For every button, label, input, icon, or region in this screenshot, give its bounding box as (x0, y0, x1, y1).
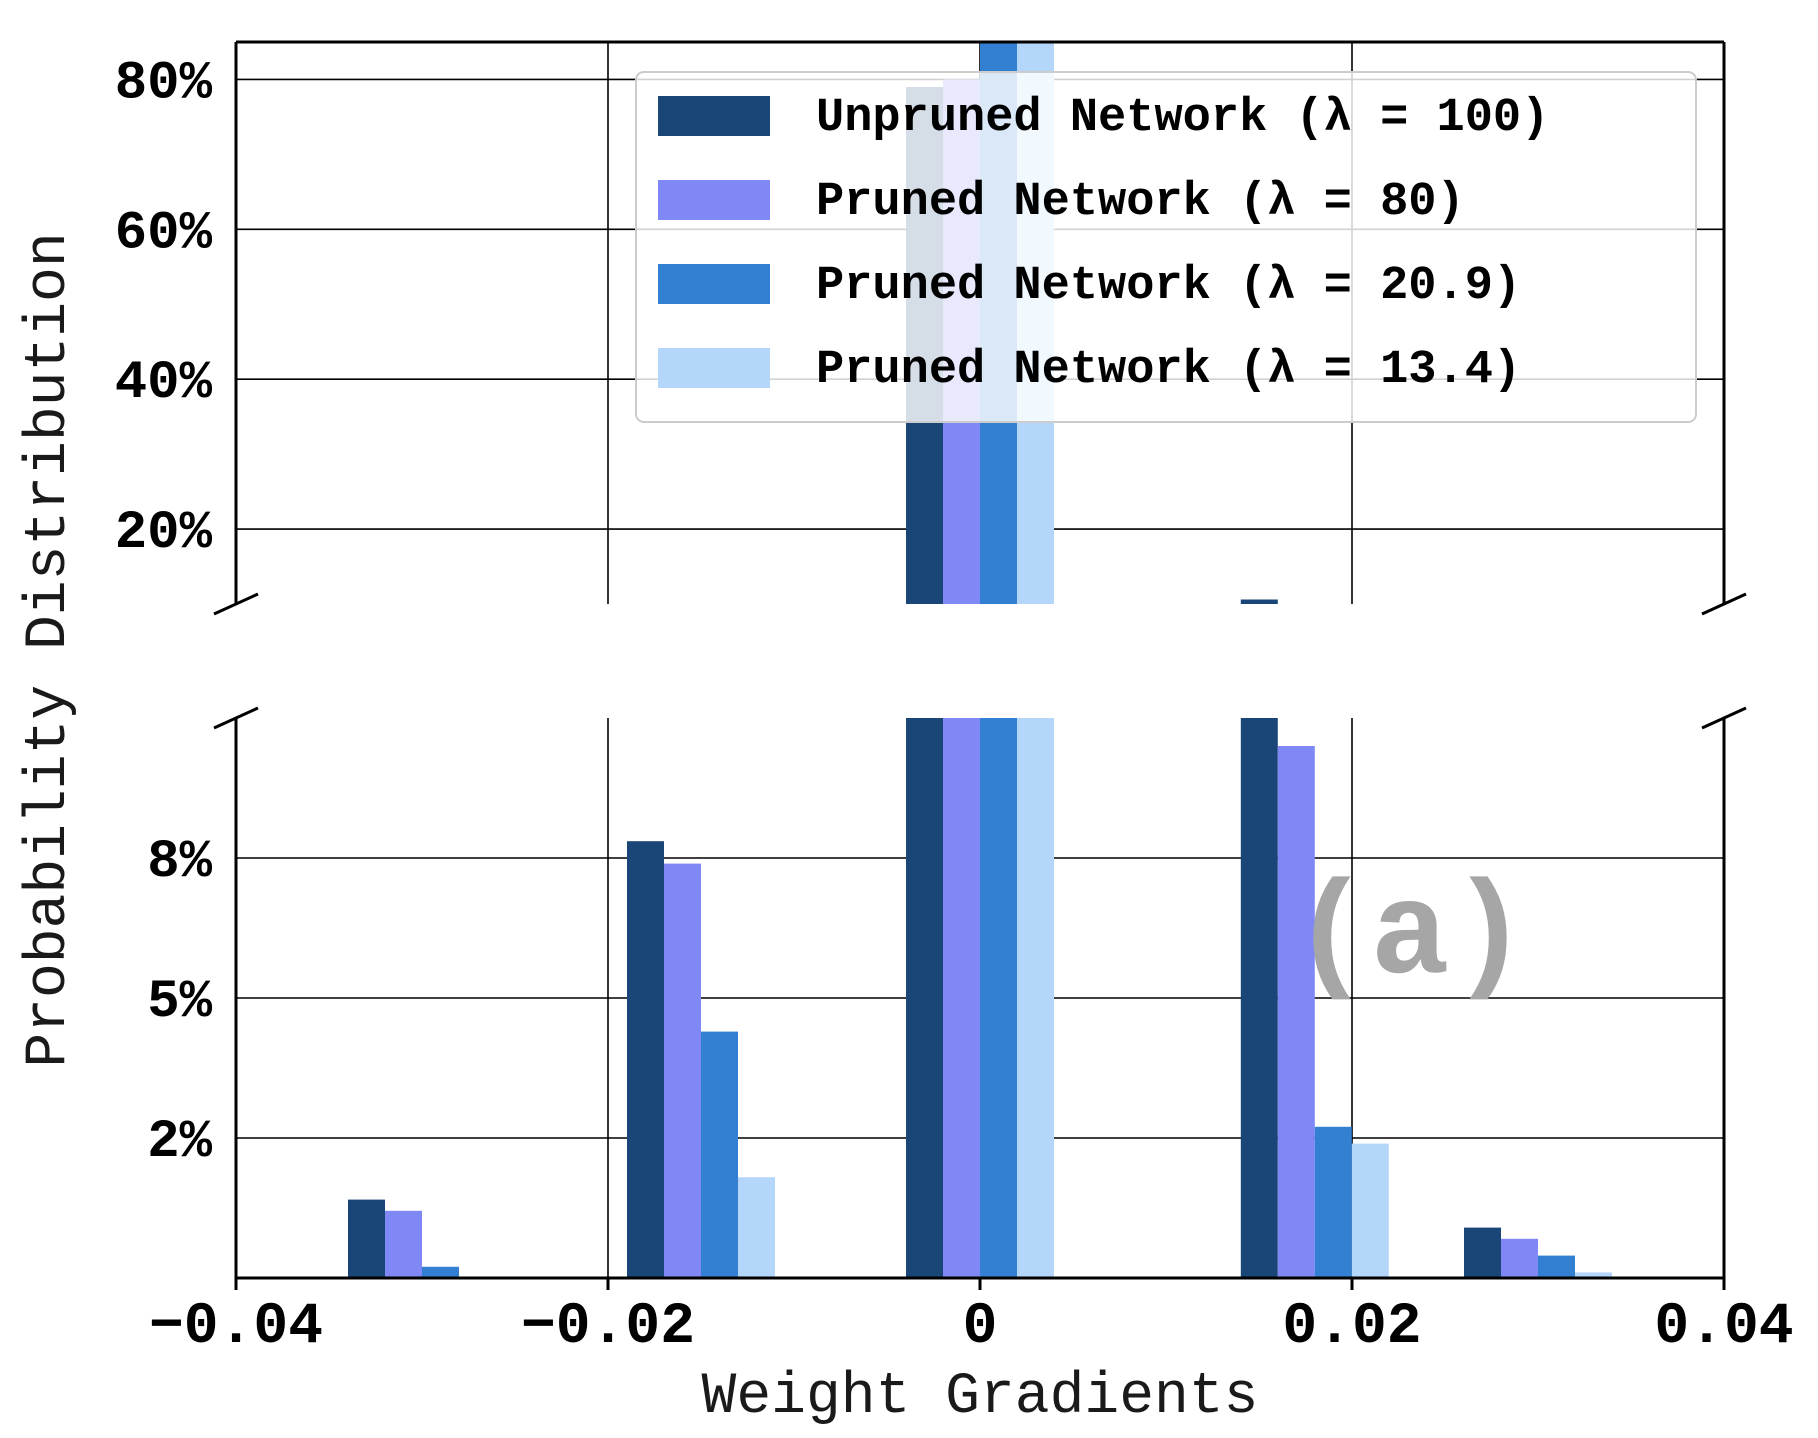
bar (1538, 1255, 1575, 1278)
x-tick-label: 0 (963, 1295, 998, 1360)
bar (664, 863, 701, 1278)
legend-swatch (658, 348, 770, 388)
bar (906, 718, 943, 1278)
annotation: (a) (1291, 862, 1529, 1012)
x-tick-label: 0.04 (1654, 1295, 1793, 1360)
bar (1314, 1126, 1352, 1278)
bar (1240, 599, 1278, 604)
y-tick-label: 60% (115, 203, 213, 264)
legend-swatch (658, 264, 770, 304)
tick-labels: −0.04 −0.02 0 0.02 0.04 20% 40% 60% 80% 2% 5% 8% (115, 53, 1794, 1360)
bar (1464, 1227, 1501, 1278)
axis-break-mark (1701, 706, 1747, 730)
y-tick-label: 2% (147, 1112, 212, 1173)
bar (738, 1177, 775, 1278)
bar (701, 1031, 738, 1278)
axis-break-mark (213, 592, 259, 616)
y-tick-label: 8% (147, 832, 212, 893)
bar (627, 841, 664, 1278)
x-axis-label: Weight Gradients (702, 1365, 1259, 1430)
bar (348, 1199, 385, 1278)
legend-box (635, 71, 1697, 423)
x-tick-label: −0.02 (521, 1295, 695, 1360)
bar (1575, 1272, 1612, 1278)
bar (422, 1266, 459, 1278)
legend-label: Unpruned Network (λ = 100) (816, 92, 1549, 145)
y-axis-label: Probability Distribution (17, 232, 82, 1067)
x-tick-label: 0.02 (1282, 1295, 1421, 1360)
y-tick-label: 5% (147, 972, 212, 1033)
legend: Unpruned Network (λ = 100) Pruned Network… (635, 71, 1697, 423)
legend-swatch (658, 180, 770, 220)
bar (385, 1210, 422, 1278)
axis-break-mark (213, 706, 259, 730)
y-tick-label: 80% (115, 53, 213, 114)
bar (1351, 1143, 1389, 1278)
bar (1240, 718, 1278, 1278)
axis-break-mark (1701, 592, 1747, 616)
y-tick-label: 20% (115, 503, 213, 564)
axes (213, 40, 1747, 1280)
bar (1017, 718, 1054, 1278)
bar (943, 718, 980, 1278)
legend-label: Pruned Network (λ = 13.4) (816, 344, 1521, 397)
legend-label: Pruned Network (λ = 20.9) (816, 260, 1521, 313)
legend-label: Pruned Network (λ = 80) (816, 176, 1465, 229)
y-tick-label: 40% (115, 353, 213, 414)
bar (980, 718, 1017, 1278)
x-tick-label: −0.04 (149, 1295, 323, 1360)
bar (1277, 746, 1315, 1278)
legend-swatch (658, 96, 770, 136)
bar (1501, 1238, 1538, 1278)
